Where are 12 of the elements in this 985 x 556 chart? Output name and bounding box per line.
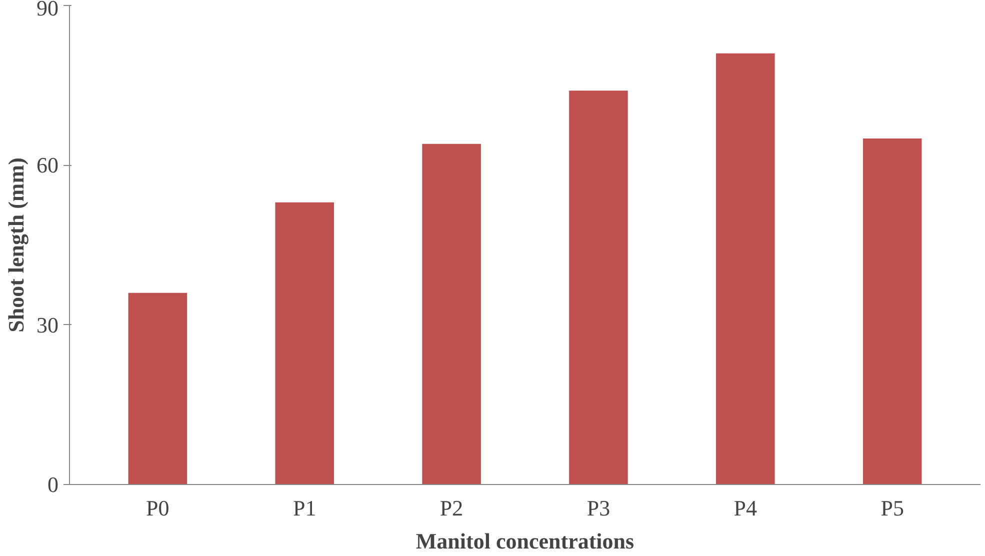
- x-tick-label: P1: [292, 496, 316, 520]
- y-tick-label: 60: [36, 152, 58, 178]
- x-tick-label: P4: [734, 496, 758, 520]
- y-tick-label: 90: [36, 0, 58, 20]
- x-tick-label: P2: [440, 496, 464, 520]
- y-axis-title: Shoot length (mm): [4, 158, 28, 332]
- x-tick-label: P5: [880, 496, 904, 520]
- y-tick-label: 30: [36, 312, 58, 338]
- x-tick-label: P0: [146, 496, 170, 520]
- x-axis-title: Manitol concentrations: [416, 528, 635, 554]
- x-tick-label: P3: [586, 496, 610, 520]
- y-tick-label: 0: [48, 472, 58, 497]
